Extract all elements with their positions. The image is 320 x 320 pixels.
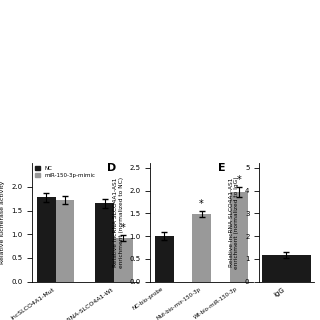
Y-axis label: Relative lncRNA SLCO4A1-AS1
enrichment (normalized to IgG): Relative lncRNA SLCO4A1-AS1 enrichment (…: [228, 176, 239, 269]
Bar: [192, 214, 211, 282]
Legend: NC, miR-150-3p-mimic: NC, miR-150-3p-mimic: [35, 166, 96, 178]
Bar: [262, 255, 311, 282]
Text: *: *: [121, 223, 126, 233]
Text: D: D: [108, 163, 117, 173]
Y-axis label: Relative lncRNA SLCO4A1-AS1
enrichment (normalized to NC): Relative lncRNA SLCO4A1-AS1 enrichment (…: [113, 177, 124, 268]
Text: *: *: [199, 199, 204, 209]
Text: *: *: [236, 175, 241, 185]
Bar: [114, 238, 133, 282]
Bar: [95, 204, 114, 282]
Bar: [229, 192, 248, 282]
Bar: [37, 197, 56, 282]
Bar: [155, 236, 174, 282]
Y-axis label: Relative luciferase activity: Relative luciferase activity: [0, 181, 5, 264]
Bar: [56, 200, 74, 282]
Text: E: E: [219, 163, 226, 173]
